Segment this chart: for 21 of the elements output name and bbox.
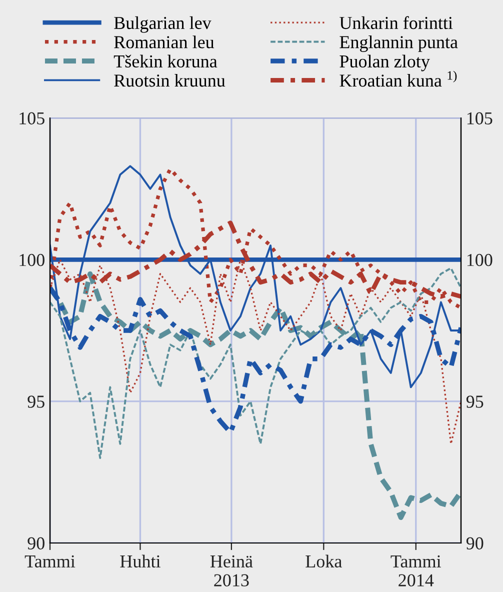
legend-label: Bulgarian lev [114,16,212,33]
y-tick-label: 105 [20,112,44,124]
x-tick-label: Heinä 2013 [210,555,253,586]
y2-tick-label: 95 [466,396,484,408]
y2-tick-label: 100 [467,254,492,266]
x-tick-label: Huhti [120,554,160,568]
legend-label: Kroatian kuna $^{1)}$ [340,70,457,87]
legend-label: Ruotsin kruunu [114,74,226,87]
y-tick-label: 100 [20,254,44,266]
x-tick-label: Tammi [24,555,76,568]
legend-label: Englannin punta [340,36,458,52]
y2-tick-label: 90 [466,537,484,550]
x-tick-label: Loka [306,554,342,568]
legend-label: Romanian leu [114,36,214,48]
legend-label: Unkarin forintti [340,16,453,30]
y-tick-label: 95 [28,396,44,408]
y2-tick-label: 105 [467,112,492,124]
legend-label: Tšekin koruna [114,54,218,68]
legend-label: Puolan zloty [340,54,430,72]
x-tick-label: Tammi 2014 [390,555,441,586]
y-tick-label: 90 [28,537,44,550]
